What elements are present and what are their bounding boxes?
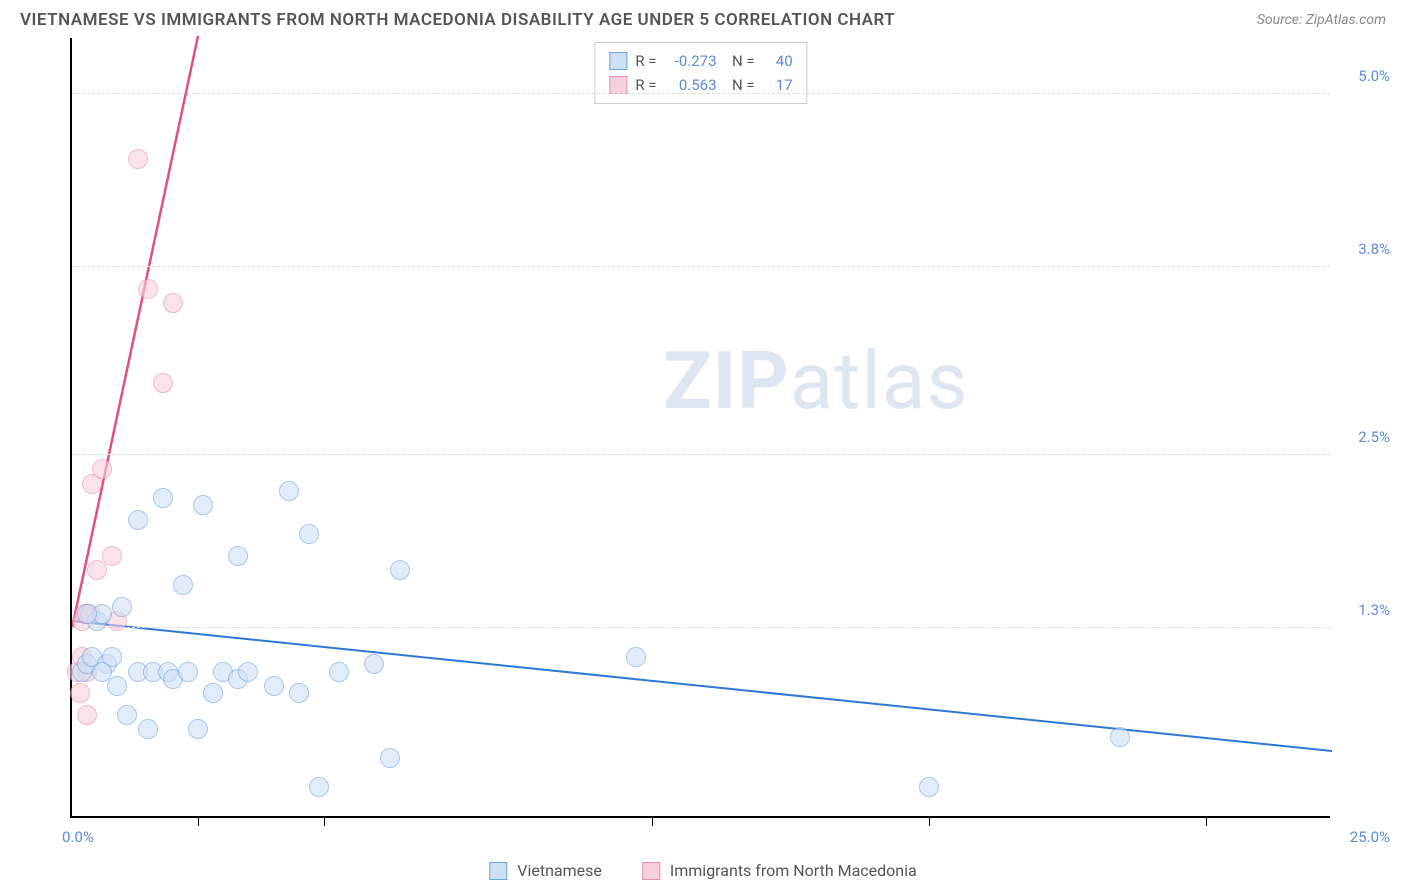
data-point [364,654,384,674]
source-label: Source: ZipAtlas.com [1257,12,1386,28]
n-label: N = [725,49,755,73]
watermark-rest: atlas [790,334,969,428]
data-point [390,560,410,580]
gridline [72,454,1330,455]
data-point [112,597,132,617]
data-point [309,777,329,797]
data-point [299,524,319,544]
data-point [92,459,112,479]
gridline [72,627,1330,628]
y-tick-label: 2.5% [1358,428,1390,446]
data-point [279,481,299,501]
x-tick [929,818,930,826]
trendlines-svg [72,36,1332,816]
data-point [70,683,90,703]
bottom-legend: Vietnamese Immigrants from North Macedon… [489,861,916,880]
legend-item-vietnamese: Vietnamese [489,861,602,880]
data-point [138,279,158,299]
data-point [153,488,173,508]
data-point [188,719,208,739]
legend-item-macedonia: Immigrants from North Macedonia [642,861,917,880]
x-tick [198,818,199,826]
stats-row-vietnamese: R = -0.273 N = 40 [609,49,792,73]
chart-title: VIETNAMESE VS IMMIGRANTS FROM NORTH MACE… [20,10,895,30]
data-point [626,647,646,667]
data-point [238,662,258,682]
data-point [107,676,127,696]
data-point [117,705,137,725]
data-point [228,546,248,566]
data-point [153,373,173,393]
n-value-vietnamese: 40 [763,49,793,73]
data-point [919,777,939,797]
data-point [87,560,107,580]
y-tick-label: 5.0% [1358,67,1390,85]
stats-legend-box: R = -0.273 N = 40 R = 0.563 N = 17 [594,42,807,104]
data-point [77,604,97,624]
plot-area: ZIPatlas R = -0.273 N = 40 R = 0.563 N =… [70,38,1330,818]
data-point [203,683,223,703]
swatch-macedonia [642,862,660,880]
data-point [1110,727,1130,747]
data-point [163,293,183,313]
data-point [178,662,198,682]
data-point [102,546,122,566]
data-point [77,705,97,725]
legend-label-vietnamese: Vietnamese [517,861,602,880]
data-point [329,662,349,682]
y-tick-label: 1.3% [1358,601,1390,619]
x-tick [1206,818,1207,826]
x-tick [324,818,325,826]
r-label: R = [635,49,656,73]
data-point [138,719,158,739]
watermark: ZIPatlas [663,334,968,428]
data-point [264,676,284,696]
watermark-bold: ZIP [663,334,790,428]
gridline [72,266,1330,267]
legend-label-macedonia: Immigrants from North Macedonia [670,861,917,880]
swatch-vietnamese [609,52,627,70]
y-tick-label: 3.8% [1358,240,1390,258]
data-point [173,575,193,595]
x-tick [652,818,653,826]
data-point [289,683,309,703]
data-point [92,662,112,682]
swatch-vietnamese [489,862,507,880]
data-point [128,510,148,530]
x-label-max: 25.0% [1350,828,1390,846]
r-value-vietnamese: -0.273 [665,49,717,73]
data-point [193,495,213,515]
x-label-min: 0.0% [62,828,94,846]
data-point [380,748,400,768]
swatch-macedonia [609,76,627,94]
gridline [72,93,1330,94]
data-point [128,149,148,169]
